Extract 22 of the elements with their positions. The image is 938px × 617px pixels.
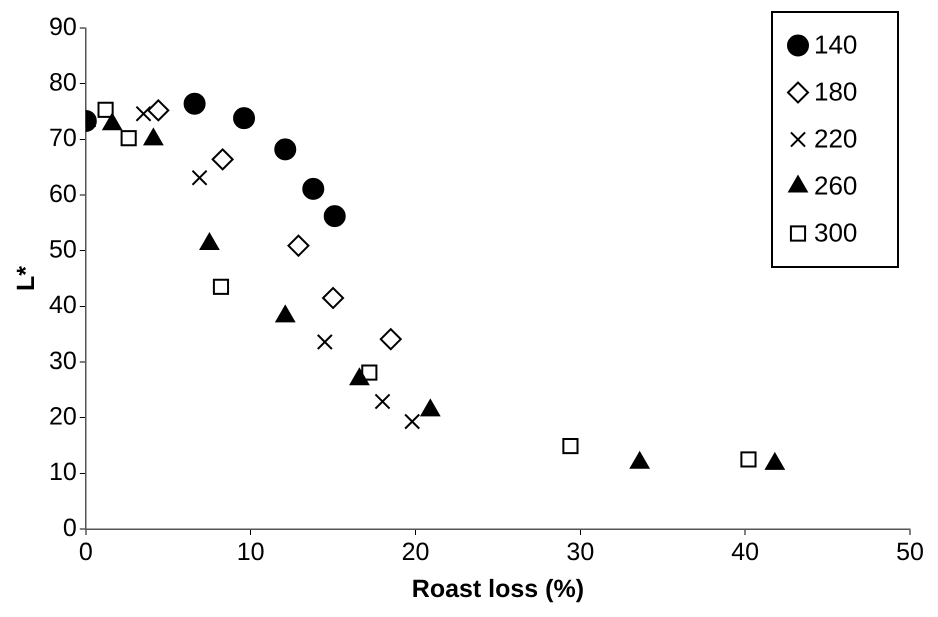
legend-label: 220 (814, 124, 858, 154)
y-tick-label: 10 (48, 458, 77, 486)
y-tick-label: 50 (48, 236, 77, 264)
y-axis-title: L* (12, 266, 40, 291)
y-tick-label: 80 (48, 68, 77, 97)
x-tick-label: 20 (402, 538, 430, 566)
legend-label: 260 (814, 170, 858, 201)
x-tick-label: 30 (566, 538, 594, 566)
x-axis-title: Roast loss (%) (412, 574, 584, 603)
y-tick-label: 30 (48, 346, 77, 375)
legend-label: 300 (814, 218, 858, 248)
y-tick-label: 90 (48, 12, 77, 41)
x-tick-label: 40 (731, 538, 760, 566)
y-tick-label: 60 (48, 180, 77, 208)
x-tick-label: 10 (236, 538, 265, 566)
y-tick-label: 40 (48, 291, 77, 320)
legend-label: 140 (814, 30, 858, 60)
x-tick-label: 50 (896, 538, 924, 566)
y-tick-label: 0 (62, 514, 77, 542)
legend-label: 180 (814, 76, 858, 107)
y-tick-label: 20 (48, 402, 77, 431)
y-tick-label: 70 (48, 124, 77, 152)
